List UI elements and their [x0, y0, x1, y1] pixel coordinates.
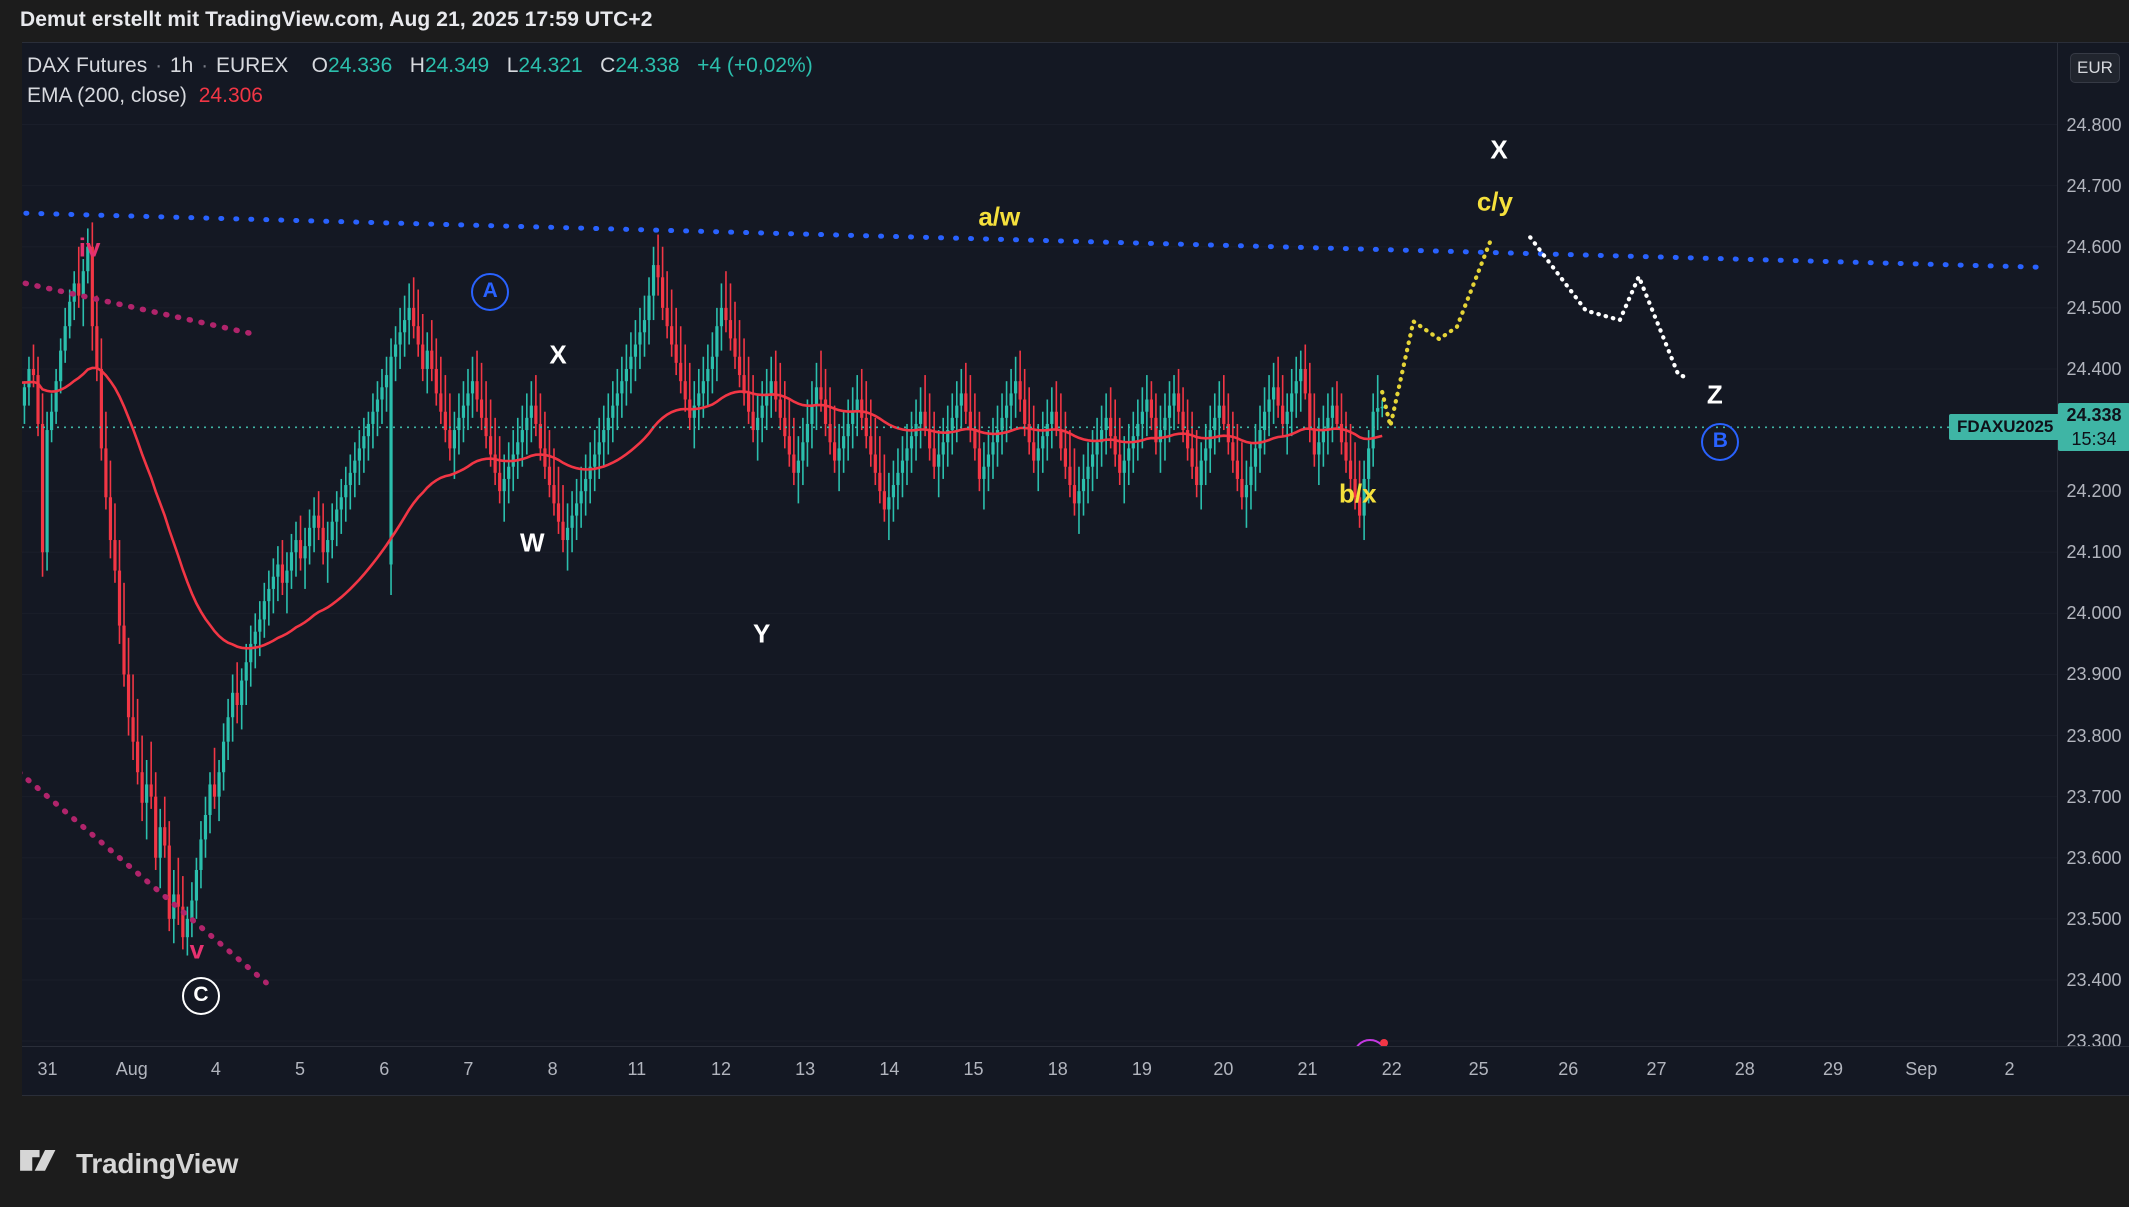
wave-label-y[interactable]: Y: [753, 618, 771, 649]
chart-pane[interactable]: DAX Futures · 1h · EUREX O24.336 H24.349…: [22, 42, 2129, 1073]
price-tick: 24.100: [2066, 542, 2122, 563]
chart-legend: DAX Futures · 1h · EUREX O24.336 H24.349…: [27, 51, 813, 111]
time-tick: 22: [1381, 1059, 1402, 1079]
current-time-value: 15:34: [2071, 429, 2117, 450]
legend-row-ohlc[interactable]: DAX Futures · 1h · EUREX O24.336 H24.349…: [27, 51, 813, 81]
symbol-price-badge: FDAXU2025: [1949, 414, 2062, 441]
time-tick: 2: [2004, 1059, 2015, 1079]
price-tick: 24.700: [2066, 175, 2122, 196]
legend-high-tag: H: [409, 54, 425, 77]
projection-path-white[interactable]: [1528, 235, 1692, 381]
legend-separator-2: ·: [201, 54, 209, 77]
wave-label-w[interactable]: W: [519, 527, 545, 558]
price-tick: 23.900: [2066, 664, 2122, 685]
time-tick: 28: [1734, 1059, 1755, 1079]
wave-marker-c-circled[interactable]: C: [181, 977, 220, 1016]
wave-label-iv[interactable]: iv: [78, 232, 101, 263]
time-tick: 29: [1822, 1059, 1844, 1079]
legend-row-indicator[interactable]: EMA (200, close) 24.306: [27, 81, 813, 111]
price-tick: 24.200: [2066, 481, 2122, 502]
time-tick: 4: [210, 1059, 221, 1079]
caption-bar: Demut erstellt mit TradingView.com, Aug …: [0, 0, 2129, 42]
time-tick: 12: [710, 1059, 731, 1079]
tradingview-branding: TradingView: [20, 1142, 238, 1186]
price-tick: 24.000: [2066, 603, 2122, 624]
time-tick: 20: [1213, 1059, 1234, 1079]
chart-canvas: [22, 124, 2057, 1042]
time-tick: 6: [379, 1059, 390, 1079]
price-tick: 23.700: [2066, 786, 2122, 807]
tradingview-logo-icon: [20, 1150, 56, 1171]
time-tick: 25: [1468, 1059, 1489, 1079]
trendline-lower-pink[interactable]: [22, 771, 269, 986]
price-tick: 24.800: [2066, 114, 2122, 135]
legend-close-tag: C: [600, 54, 616, 77]
price-tick: 23.800: [2066, 725, 2122, 746]
legend-open-tag: O: [311, 54, 329, 77]
legend-low-tag: L: [506, 54, 519, 77]
wave-label-b-x[interactable]: b/x: [1338, 478, 1377, 509]
time-tick: 19: [1131, 1059, 1152, 1079]
wave-label-z[interactable]: Z: [1706, 379, 1723, 410]
time-tick: 18: [1047, 1059, 1068, 1079]
price-axis[interactable]: EUR 24.800 24.700 24.600 24.500 24.400 24.200…: [2057, 43, 2129, 1051]
time-tick: 21: [1297, 1059, 1318, 1079]
projection-path-yellow[interactable]: [1380, 237, 1493, 427]
legend-indicator-value: 24.306: [198, 84, 263, 107]
time-tick: 15: [963, 1059, 984, 1079]
wave-label-v[interactable]: v: [189, 934, 205, 965]
wave-label-a-w[interactable]: a/w: [978, 201, 1021, 232]
time-tick: 7: [463, 1059, 474, 1079]
resistance-trendline-dotted[interactable]: [22, 210, 2040, 270]
tradingview-wordmark: TradingView: [76, 1148, 239, 1179]
ema-200-line: [22, 366, 1383, 650]
wave-label-x[interactable]: X: [549, 339, 567, 370]
alert-dot: [1380, 1038, 1388, 1047]
legend-indicator-name[interactable]: EMA (200, close): [27, 84, 187, 107]
time-tick: Aug: [115, 1059, 148, 1079]
wave-marker-b-circled[interactable]: B: [1701, 423, 1740, 462]
chart-plot-area[interactable]: [22, 43, 2057, 1047]
time-tick: 5: [295, 1059, 306, 1079]
legend-open-value: 24.336: [328, 54, 393, 77]
legend-symbol[interactable]: DAX Futures: [27, 54, 148, 77]
price-tick: 24.500: [2066, 297, 2122, 318]
wave-label-x[interactable]: X: [1490, 134, 1508, 165]
candle-series: [22, 222, 1384, 956]
time-axis[interactable]: 31 Aug 4 5 6 7 8 11 12 13 14 15 18 19 20 21 22 25 26 27 28 29…: [22, 1046, 2129, 1096]
legend-interval[interactable]: 1h: [169, 54, 194, 77]
legend-close-value: 24.338: [615, 54, 680, 77]
caption-text: Demut erstellt mit TradingView.com, Aug …: [20, 8, 653, 31]
legend-exchange: EUREX: [215, 54, 289, 77]
price-tick: 23.500: [2066, 908, 2122, 929]
legend-change: +4 (+0,02%): [697, 54, 813, 77]
legend-low-value: 24.321: [518, 54, 583, 77]
legend-high-value: 24.349: [424, 54, 490, 77]
time-tick: 8: [547, 1059, 558, 1079]
time-tick: 11: [627, 1059, 647, 1079]
currency-badge[interactable]: EUR: [2070, 53, 2120, 83]
time-tick: 27: [1646, 1059, 1667, 1079]
price-tick: 23.400: [2066, 969, 2122, 990]
price-tick: 24.600: [2066, 236, 2122, 257]
time-tick: 14: [879, 1059, 900, 1079]
time-tick: 31: [37, 1059, 58, 1079]
price-tick: 23.600: [2066, 847, 2122, 868]
price-tick: 24.400: [2066, 358, 2122, 379]
current-price-value: 24.338: [2066, 405, 2122, 426]
legend-separator-1: ·: [155, 54, 163, 77]
current-price-badge[interactable]: 24.338 15:34: [2058, 403, 2129, 452]
time-tick: Sep: [1905, 1059, 1938, 1079]
wave-marker-a-circled[interactable]: A: [471, 272, 510, 311]
wave-label-c-y[interactable]: c/y: [1476, 186, 1513, 217]
time-tick: 13: [795, 1059, 816, 1079]
time-tick: 26: [1558, 1059, 1579, 1079]
